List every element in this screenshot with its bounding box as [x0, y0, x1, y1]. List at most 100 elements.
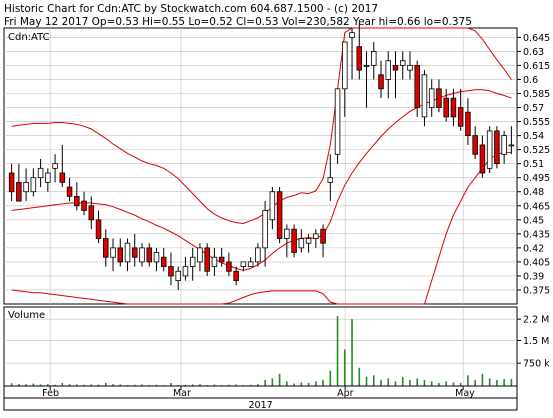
month-label: May — [455, 388, 475, 399]
price-tick-label: 0.525 — [523, 145, 550, 156]
candle-body-up — [486, 130, 493, 169]
price-tick-label: 0.51 — [523, 159, 544, 170]
symbol-label: Cdn:ATC — [8, 32, 50, 43]
candle — [371, 42, 377, 80]
bollinger-upper-line — [11, 27, 512, 225]
candle — [175, 266, 181, 290]
candle — [218, 247, 225, 267]
candle — [392, 51, 399, 99]
volume-title: Volume — [8, 310, 45, 321]
candle-body-up — [197, 247, 203, 263]
month-label: Mar — [173, 388, 191, 399]
candle-body-up — [45, 172, 51, 183]
candle — [45, 168, 51, 192]
candle-body-up — [262, 210, 268, 249]
candle-body-down — [117, 247, 124, 263]
candle — [479, 135, 486, 178]
candle-body-up — [23, 181, 29, 193]
price-tick-label: 0.375 — [523, 285, 550, 296]
candle-body-down — [291, 228, 297, 253]
candle — [182, 257, 189, 281]
candle-body-up — [139, 247, 145, 263]
candle-body-down — [95, 219, 102, 239]
price-tick-label: 0.6 — [523, 75, 538, 86]
month-label: Feb — [42, 388, 59, 399]
candle-body-down — [494, 130, 500, 165]
candle — [103, 229, 109, 267]
month-label: Apr — [337, 388, 354, 399]
candle — [211, 247, 218, 276]
candle-body-down — [204, 247, 210, 272]
price-tick-label: 0.63 — [523, 47, 544, 58]
candle-body-down — [276, 191, 283, 239]
price-tick-label: 0.48 — [523, 187, 544, 198]
candle-body-up — [313, 233, 319, 239]
volume-panel-frame — [3, 306, 518, 387]
candle — [450, 88, 457, 127]
candle — [160, 247, 167, 272]
candle-body-up — [334, 88, 341, 155]
candle-body-up — [124, 242, 131, 263]
candle — [168, 252, 174, 286]
candle — [327, 154, 334, 202]
candle — [66, 177, 73, 202]
month-axis-frame — [3, 385, 518, 399]
candle-body-down — [233, 270, 239, 282]
candle-body-up — [182, 266, 189, 277]
candle-body-up — [37, 167, 44, 179]
candle — [399, 51, 406, 80]
candle-body-up — [30, 177, 37, 193]
candle — [414, 60, 420, 117]
volume-tick-label: 1.5 M — [523, 336, 549, 347]
candle — [363, 51, 370, 108]
candle-body-down — [218, 256, 225, 263]
candle-body-up — [428, 88, 435, 108]
candle-body-down — [414, 65, 420, 108]
candle — [356, 23, 363, 80]
candle-body-up — [501, 135, 507, 155]
candle — [204, 243, 210, 276]
candle-body-down — [436, 88, 442, 108]
candle-body-down — [450, 97, 457, 118]
candle — [30, 168, 37, 197]
candle — [37, 158, 44, 188]
candle — [189, 247, 196, 281]
candle — [421, 70, 428, 127]
candle-body-up — [399, 60, 406, 66]
candle — [276, 187, 283, 244]
candle-body-up — [255, 247, 261, 263]
candle — [284, 224, 290, 258]
candle — [472, 126, 478, 159]
candle — [349, 28, 355, 80]
candle-body-up — [508, 144, 515, 147]
price-tick-label: 0.39 — [523, 271, 544, 282]
candle — [443, 88, 449, 122]
candle-body-up — [363, 65, 370, 67]
candle-body-down — [443, 97, 449, 118]
candle — [197, 243, 203, 272]
candle-body-down — [226, 261, 232, 272]
candle-body-up — [189, 256, 196, 267]
price-tick-label: 0.615 — [523, 61, 550, 72]
price-tick-label: 0.435 — [523, 229, 550, 240]
candle — [146, 243, 152, 267]
candle — [320, 224, 326, 258]
price-tick-label: 0.465 — [523, 201, 550, 212]
candle — [508, 126, 515, 155]
chart-header-line2: Fri May 12 2017 Op=0.53 Hi=0.55 Lo=0.52 … — [4, 16, 472, 28]
year-label: 2017 — [249, 400, 273, 411]
candle-body-down — [392, 65, 399, 71]
candle — [291, 224, 297, 258]
candle — [117, 238, 124, 267]
candle-body-down — [457, 107, 464, 127]
price-tick-label: 0.405 — [523, 257, 550, 268]
candle — [269, 187, 276, 230]
candle — [52, 154, 58, 183]
candle-body-down — [160, 256, 167, 267]
candle — [8, 163, 15, 202]
candle-body-up — [240, 261, 247, 267]
candle-body-up — [52, 163, 58, 169]
candle-body-down — [59, 172, 66, 183]
candle-body-up — [305, 238, 312, 244]
volume-tick-label: 2.2 M — [523, 315, 549, 326]
